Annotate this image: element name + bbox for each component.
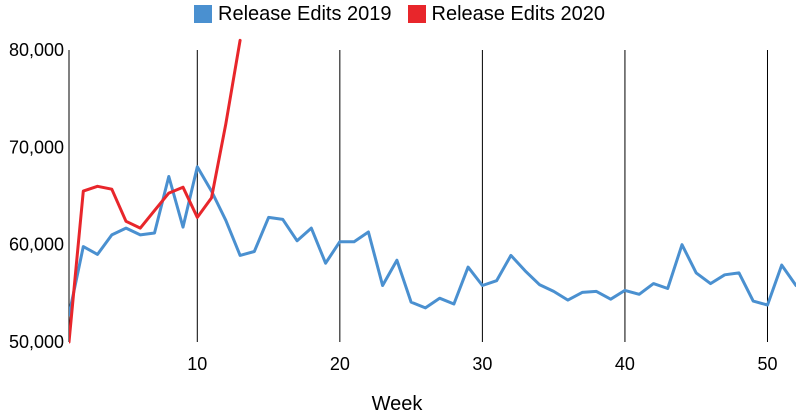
x-tick-label: 40 (615, 354, 635, 374)
y-tick-label: 70,000 (9, 137, 64, 157)
grid-layer (68, 50, 768, 342)
y-tick-label: 50,000 (9, 332, 64, 352)
x-tick-label: 10 (187, 354, 207, 374)
legend-item-2019[interactable]: Release Edits 2019 (194, 2, 392, 26)
y-tick-label: 80,000 (9, 40, 64, 60)
x-axis-title: Week (372, 393, 424, 415)
legend-swatch-2020 (407, 5, 426, 23)
series-layer (69, 38, 796, 344)
legend-label-2020: Release Edits 2020 (431, 2, 605, 25)
legend-swatch-2019 (194, 5, 213, 23)
series-line-1 (69, 38, 242, 344)
x-tick-label: 50 (757, 354, 777, 374)
legend-item-2020[interactable]: Release Edits 2020 (407, 2, 605, 26)
x-tick-label: 30 (472, 354, 492, 374)
x-tick-label: 20 (330, 354, 350, 374)
legend: Release Edits 2019 Release Edits 2020 (0, 2, 799, 26)
y-tick-label: 60,000 (9, 235, 64, 255)
series-line-0 (69, 165, 796, 317)
tick-layer: 50,000 60,000 70,000 80,000 10 20 30 40 50 (9, 40, 778, 374)
legend-label-2019: Release Edits 2019 (218, 2, 392, 25)
